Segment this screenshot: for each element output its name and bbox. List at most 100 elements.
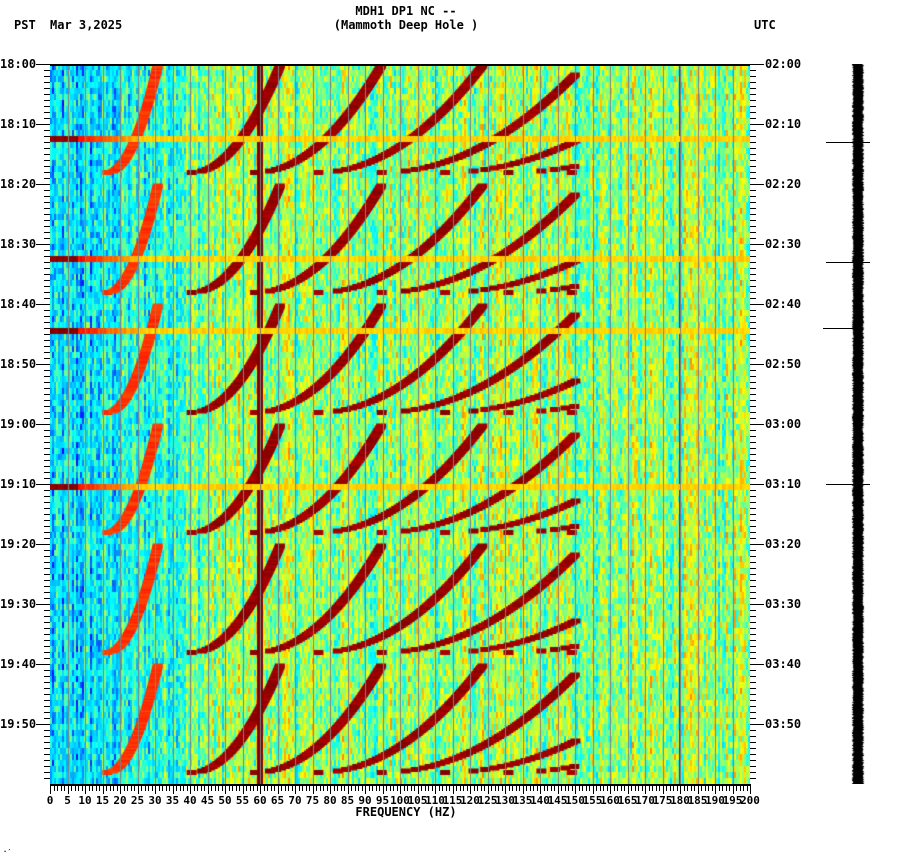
x-tick bbox=[110, 784, 111, 791]
x-tick bbox=[197, 784, 198, 791]
y-tick-right bbox=[750, 592, 756, 593]
seismogram-trace bbox=[850, 64, 866, 784]
x-tick-label: 190 bbox=[705, 794, 725, 807]
y-tick-right bbox=[750, 454, 756, 455]
x-tick-label: 120 bbox=[460, 794, 480, 807]
x-tick bbox=[533, 784, 534, 791]
y-tick-right bbox=[750, 94, 756, 95]
x-tick bbox=[708, 784, 709, 791]
x-tick bbox=[162, 784, 163, 791]
y-tick-right bbox=[750, 478, 756, 479]
x-tick bbox=[624, 784, 625, 791]
y-tick-right bbox=[750, 112, 756, 113]
y-tick-right bbox=[750, 598, 756, 599]
x-tick bbox=[638, 784, 639, 791]
x-tick bbox=[166, 784, 167, 791]
y-tick-right bbox=[750, 214, 756, 215]
y-tick-right bbox=[750, 646, 756, 647]
y-tick-left bbox=[36, 724, 50, 725]
x-tick bbox=[64, 784, 65, 791]
x-tick-label: 35 bbox=[165, 794, 180, 807]
x-tick bbox=[617, 784, 618, 791]
x-tick bbox=[442, 784, 443, 791]
y-tick-right bbox=[750, 400, 756, 401]
x-tick bbox=[229, 784, 230, 791]
y-tick-right bbox=[750, 244, 764, 245]
y-tick-label-right: 03:50 bbox=[765, 717, 802, 731]
x-tick bbox=[159, 784, 160, 791]
y-tick-right bbox=[750, 154, 756, 155]
y-tick-right bbox=[750, 556, 756, 557]
x-tick bbox=[348, 784, 349, 794]
x-tick bbox=[684, 784, 685, 791]
y-tick-right bbox=[750, 688, 756, 689]
x-tick bbox=[75, 784, 76, 791]
x-tick bbox=[281, 784, 282, 791]
x-tick bbox=[645, 784, 646, 794]
y-tick-right bbox=[750, 568, 756, 569]
y-tick-label-left: 19:30 bbox=[0, 597, 37, 611]
right-timezone-label: UTC bbox=[754, 18, 776, 32]
x-tick bbox=[152, 784, 153, 791]
x-tick-label: 75 bbox=[305, 794, 320, 807]
y-tick-right bbox=[750, 250, 756, 251]
x-tick bbox=[302, 784, 303, 791]
x-tick bbox=[743, 784, 744, 791]
x-tick-label: 160 bbox=[600, 794, 620, 807]
x-tick-label: 140 bbox=[530, 794, 550, 807]
x-tick bbox=[439, 784, 440, 791]
x-tick bbox=[285, 784, 286, 791]
y-tick-label-right: 03:10 bbox=[765, 477, 802, 491]
y-tick-label-left: 19:00 bbox=[0, 417, 37, 431]
x-tick bbox=[565, 784, 566, 791]
x-tick bbox=[449, 784, 450, 791]
y-tick-right bbox=[750, 736, 756, 737]
x-tick-label: 5 bbox=[64, 794, 71, 807]
x-tick bbox=[477, 784, 478, 791]
x-tick bbox=[211, 784, 212, 791]
y-tick-right bbox=[750, 538, 756, 539]
y-tick-right bbox=[750, 502, 756, 503]
x-tick-label: 45 bbox=[200, 794, 215, 807]
x-tick bbox=[54, 784, 55, 791]
x-tick bbox=[428, 784, 429, 791]
y-tick-right bbox=[750, 394, 756, 395]
y-tick-left bbox=[36, 244, 50, 245]
chart-title-location: (Mammoth Deep Hole ) bbox=[333, 18, 479, 32]
y-tick-right bbox=[750, 166, 756, 167]
x-tick bbox=[540, 784, 541, 794]
y-tick-right bbox=[750, 124, 764, 125]
left-timezone-label: PST bbox=[14, 18, 36, 32]
y-tick-right bbox=[750, 670, 756, 671]
x-tick bbox=[323, 784, 324, 791]
y-tick-right bbox=[750, 328, 756, 329]
x-tick bbox=[362, 784, 363, 791]
x-tick bbox=[698, 784, 699, 794]
x-tick-label: 135 bbox=[512, 794, 533, 807]
y-tick-left bbox=[36, 664, 50, 665]
x-tick bbox=[484, 784, 485, 791]
x-tick bbox=[544, 784, 545, 791]
x-tick bbox=[607, 784, 608, 791]
x-tick bbox=[680, 784, 681, 794]
x-tick bbox=[481, 784, 482, 791]
x-tick-label: 40 bbox=[183, 794, 197, 807]
x-tick bbox=[691, 784, 692, 791]
y-tick-right bbox=[750, 232, 756, 233]
y-tick-right bbox=[750, 280, 756, 281]
y-tick-left bbox=[36, 484, 50, 485]
y-tick-label-left: 19:50 bbox=[0, 717, 37, 731]
y-tick-right bbox=[750, 448, 756, 449]
y-tick-right bbox=[750, 676, 756, 677]
x-tick bbox=[267, 784, 268, 791]
x-tick bbox=[250, 784, 251, 791]
x-tick bbox=[190, 784, 191, 794]
x-axis-title: FREQUENCY (HZ) bbox=[355, 805, 457, 819]
y-tick-right bbox=[750, 550, 756, 551]
y-tick-right bbox=[750, 268, 756, 269]
y-tick-right bbox=[750, 724, 764, 725]
y-tick-right bbox=[750, 610, 756, 611]
y-tick-right bbox=[750, 358, 756, 359]
y-tick-right bbox=[750, 100, 756, 101]
y-tick-label-right: 02:40 bbox=[765, 297, 802, 311]
